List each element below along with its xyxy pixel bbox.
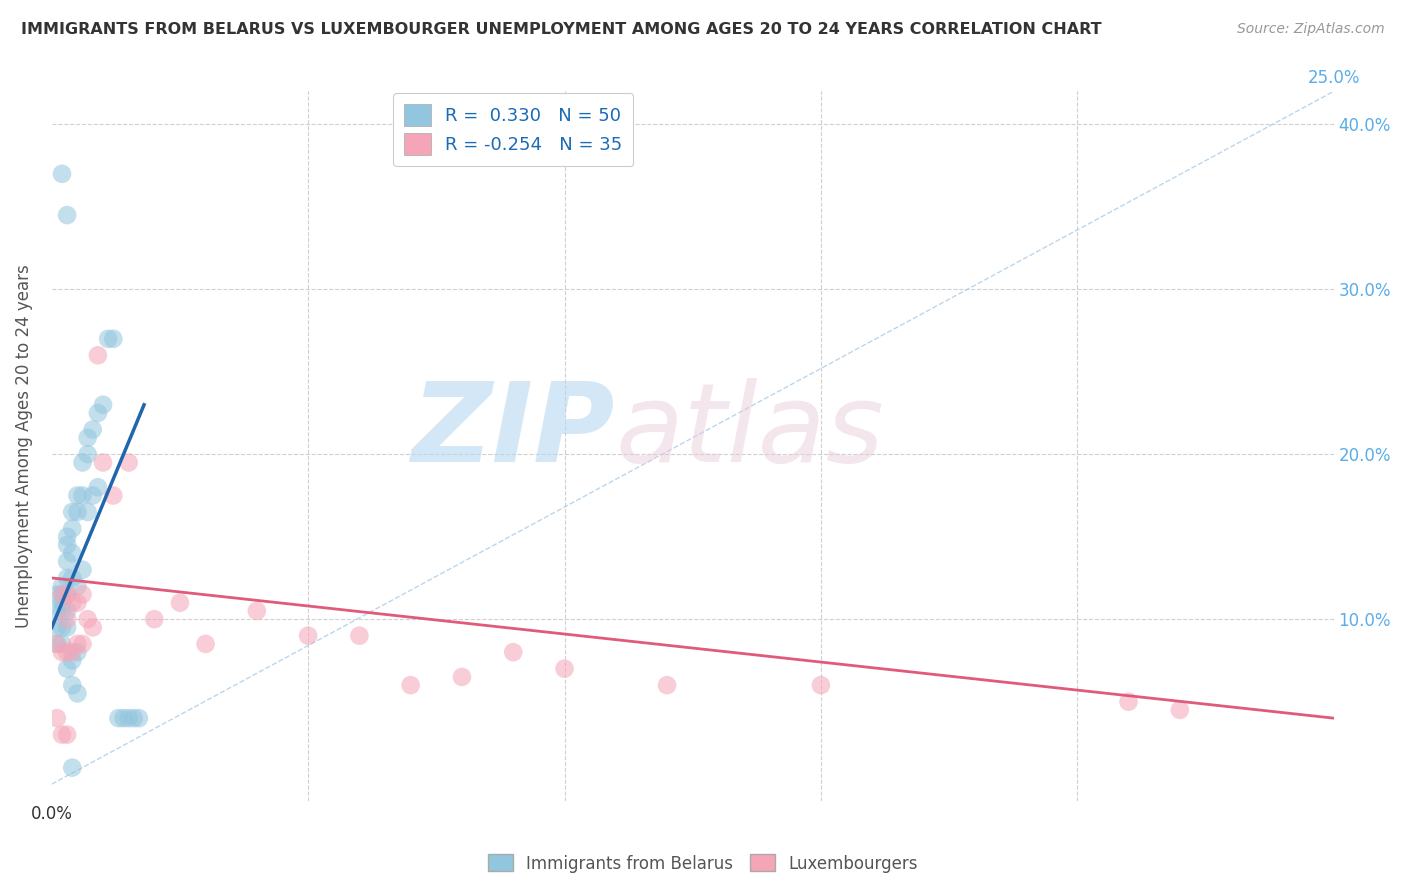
Point — [51, 637, 73, 651]
Text: atlas: atlas — [616, 378, 884, 485]
Point — [60, 653, 83, 667]
Point — [72, 563, 94, 577]
Point — [87, 348, 110, 362]
Text: ZIP: ZIP — [412, 378, 616, 485]
Point — [122, 711, 145, 725]
Point — [45, 604, 67, 618]
Point — [112, 711, 135, 725]
Point — [60, 596, 83, 610]
Legend: R =  0.330   N = 50, R = -0.254   N = 35: R = 0.330 N = 50, R = -0.254 N = 35 — [394, 94, 634, 166]
Point — [66, 488, 89, 502]
Point — [143, 612, 166, 626]
Point — [1168, 703, 1191, 717]
Point — [107, 711, 129, 725]
Point — [45, 711, 67, 725]
Point — [56, 538, 79, 552]
Point — [51, 587, 73, 601]
Point — [66, 637, 89, 651]
Point — [246, 604, 269, 618]
Point — [103, 332, 125, 346]
Point — [60, 678, 83, 692]
Point — [56, 620, 79, 634]
Point — [349, 629, 371, 643]
Y-axis label: Unemployment Among Ages 20 to 24 years: Unemployment Among Ages 20 to 24 years — [15, 264, 32, 628]
Point — [45, 637, 67, 651]
Point — [76, 612, 98, 626]
Point — [60, 546, 83, 560]
Point — [60, 645, 83, 659]
Point — [87, 480, 110, 494]
Point — [451, 670, 474, 684]
Point — [56, 530, 79, 544]
Point — [45, 637, 67, 651]
Point — [66, 596, 89, 610]
Point — [66, 579, 89, 593]
Point — [118, 455, 141, 469]
Point — [56, 208, 79, 222]
Point — [51, 579, 73, 593]
Point — [45, 587, 67, 601]
Point — [66, 686, 89, 700]
Point — [56, 587, 79, 601]
Point — [810, 678, 832, 692]
Legend: Immigrants from Belarus, Luxembourgers: Immigrants from Belarus, Luxembourgers — [481, 847, 925, 880]
Point — [72, 637, 94, 651]
Point — [51, 587, 73, 601]
Point — [51, 645, 73, 659]
Point — [56, 645, 79, 659]
Point — [51, 596, 73, 610]
Point — [72, 587, 94, 601]
Point — [56, 554, 79, 568]
Point — [87, 406, 110, 420]
Point — [60, 521, 83, 535]
Point — [82, 423, 104, 437]
Point — [1118, 695, 1140, 709]
Point — [51, 167, 73, 181]
Point — [399, 678, 422, 692]
Point — [655, 678, 678, 692]
Point — [60, 571, 83, 585]
Point — [60, 761, 83, 775]
Text: IMMIGRANTS FROM BELARUS VS LUXEMBOURGER UNEMPLOYMENT AMONG AGES 20 TO 24 YEARS C: IMMIGRANTS FROM BELARUS VS LUXEMBOURGER … — [21, 22, 1102, 37]
Point — [91, 398, 114, 412]
Point — [82, 488, 104, 502]
Point — [66, 505, 89, 519]
Point — [56, 662, 79, 676]
Point — [56, 728, 79, 742]
Point — [66, 645, 89, 659]
Text: Source: ZipAtlas.com: Source: ZipAtlas.com — [1237, 22, 1385, 37]
Point — [169, 596, 191, 610]
Point — [97, 332, 120, 346]
Point — [51, 728, 73, 742]
Point — [194, 637, 217, 651]
Point — [56, 612, 79, 626]
Point — [72, 455, 94, 469]
Point — [553, 662, 575, 676]
Point — [103, 488, 125, 502]
Point — [45, 620, 67, 634]
Point — [76, 447, 98, 461]
Point — [51, 604, 73, 618]
Point — [56, 571, 79, 585]
Point — [72, 488, 94, 502]
Point — [118, 711, 141, 725]
Point — [56, 604, 79, 618]
Point — [76, 505, 98, 519]
Point — [91, 455, 114, 469]
Point — [82, 620, 104, 634]
Point — [297, 629, 319, 643]
Point — [128, 711, 150, 725]
Point — [60, 505, 83, 519]
Point — [76, 431, 98, 445]
Point — [502, 645, 524, 659]
Point — [56, 587, 79, 601]
Point — [51, 620, 73, 634]
